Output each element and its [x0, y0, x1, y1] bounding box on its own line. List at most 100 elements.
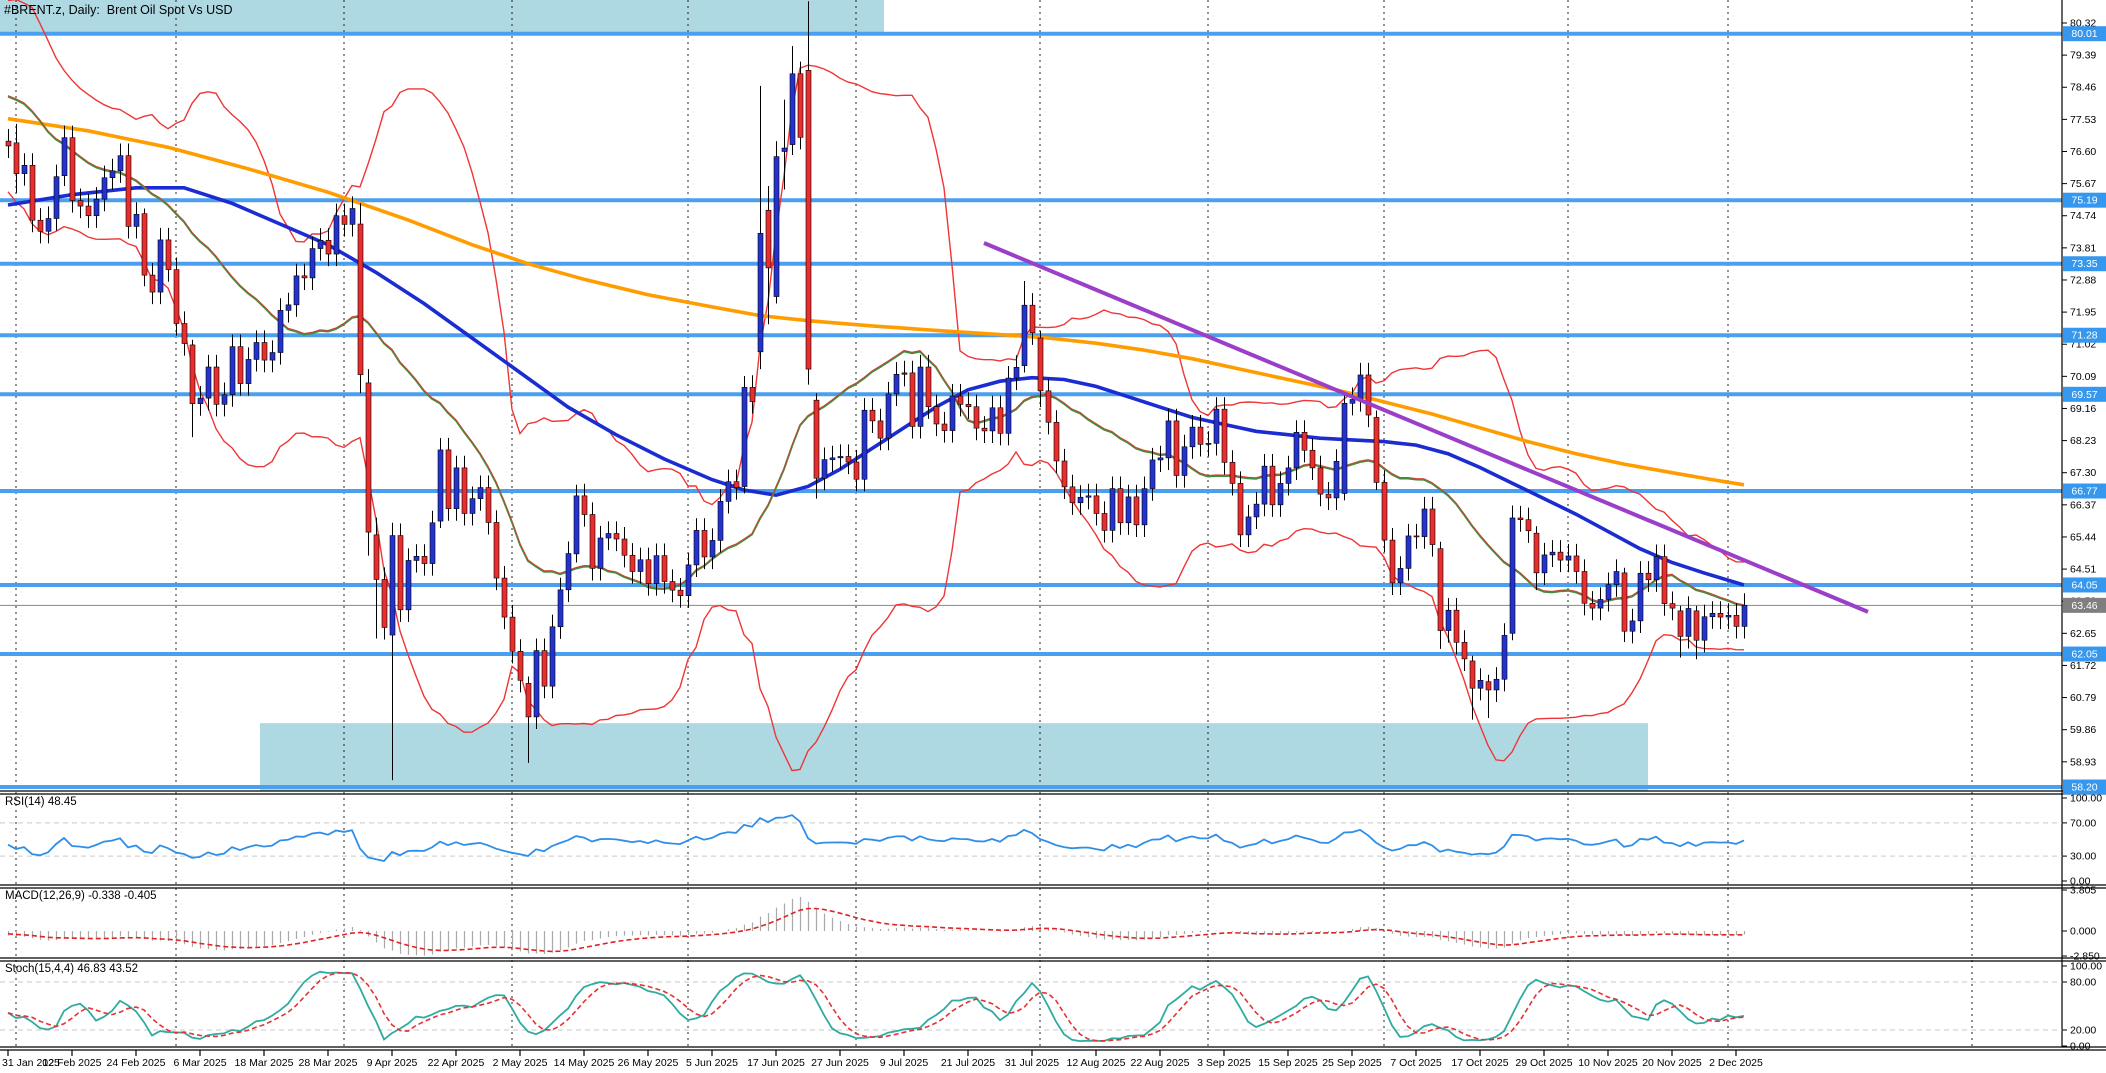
svg-text:7 Oct 2025: 7 Oct 2025: [1390, 1057, 1442, 1069]
svg-text:22 Aug 2025: 22 Aug 2025: [1131, 1057, 1190, 1069]
svg-text:15 Sep 2025: 15 Sep 2025: [1258, 1057, 1318, 1069]
svg-text:0.000: 0.000: [2070, 926, 2096, 938]
svg-text:80.00: 80.00: [2070, 977, 2096, 989]
month-separators: [15, 0, 1973, 1047]
svg-text:77.53: 77.53: [2070, 114, 2096, 126]
svg-text:21 Jul 2025: 21 Jul 2025: [941, 1057, 995, 1069]
svg-text:27 Jun 2025: 27 Jun 2025: [811, 1057, 869, 1069]
svg-text:5 Jun 2025: 5 Jun 2025: [686, 1057, 738, 1069]
candles-series: [5, 1, 1748, 781]
stoch-indicator-value: 46.83 43.52: [77, 963, 139, 975]
time-axis[interactable]: [0, 1047, 2106, 1073]
svg-text:64.05: 64.05: [2071, 579, 2097, 591]
svg-text:17 Oct 2025: 17 Oct 2025: [1451, 1057, 1508, 1069]
svg-text:75.19: 75.19: [2071, 195, 2097, 207]
svg-text:30.00: 30.00: [2070, 851, 2096, 863]
svg-text:6 Mar 2025: 6 Mar 2025: [173, 1057, 226, 1069]
svg-text:10 Nov 2025: 10 Nov 2025: [1578, 1057, 1638, 1069]
svg-text:70.00: 70.00: [2070, 817, 2096, 829]
panel-frames: [0, 0, 2106, 1051]
trendline[interactable]: [983, 241, 1869, 614]
stoch-d-line: [7, 971, 1745, 1042]
svg-text:12 Aug 2025: 12 Aug 2025: [1067, 1057, 1126, 1069]
ma-olive-green-line: [7, 95, 1745, 607]
highlight-zones: [0, 0, 1648, 791]
svg-text:28 Mar 2025: 28 Mar 2025: [299, 1057, 358, 1069]
svg-text:26 May 2025: 26 May 2025: [618, 1057, 679, 1069]
svg-text:63.46: 63.46: [2071, 600, 2097, 612]
svg-text:66.77: 66.77: [2071, 486, 2097, 498]
svg-text:73.81: 73.81: [2070, 242, 2096, 254]
rsi-indicator-value: 48.45: [47, 796, 77, 808]
svg-text:3.805: 3.805: [2070, 885, 2096, 897]
svg-text:20 Nov 2025: 20 Nov 2025: [1642, 1057, 1702, 1069]
svg-text:69.57: 69.57: [2071, 389, 2097, 401]
svg-text:72.88: 72.88: [2070, 274, 2096, 286]
rsi-panel: [0, 822, 2062, 857]
svg-text:100.00: 100.00: [2070, 961, 2102, 973]
svg-text:0.00: 0.00: [2070, 1041, 2091, 1053]
svg-text:0.00: 0.00: [2070, 876, 2091, 888]
svg-text:29 Oct 2025: 29 Oct 2025: [1515, 1057, 1572, 1069]
ma-olive-red-line: [7, 95, 1745, 606]
svg-text:22 Apr 2025: 22 Apr 2025: [428, 1057, 485, 1069]
stoch-indicator-name: Stoch(15,4,4): [5, 963, 75, 975]
svg-text:79.39: 79.39: [2070, 50, 2096, 62]
svg-text:71.95: 71.95: [2070, 307, 2096, 319]
svg-text:20.00: 20.00: [2070, 1025, 2096, 1037]
svg-text:78.46: 78.46: [2070, 82, 2096, 94]
svg-text:70.09: 70.09: [2070, 371, 2096, 383]
svg-text:58.93: 58.93: [2070, 756, 2096, 768]
svg-text:31 Jul 2025: 31 Jul 2025: [1005, 1057, 1059, 1069]
svg-text:75.67: 75.67: [2070, 178, 2096, 190]
chart-title: #BRENT.z, Daily: Brent Oil Spot Vs USD: [4, 3, 233, 17]
ma-orange-line: [7, 116, 1745, 487]
svg-text:58.20: 58.20: [2071, 782, 2097, 794]
svg-text:76.60: 76.60: [2070, 146, 2096, 158]
support-resistance-lines[interactable]: [0, 31, 2062, 790]
macd-signal-line: [7, 907, 1745, 953]
svg-text:31 Jan 2025: 31 Jan 2025: [2, 1057, 60, 1069]
svg-text:67.30: 67.30: [2070, 467, 2096, 479]
svg-text:2 Dec 2025: 2 Dec 2025: [1709, 1057, 1763, 1069]
svg-text:69.16: 69.16: [2070, 403, 2096, 415]
stoch-panel: [0, 981, 2062, 1031]
svg-text:62.05: 62.05: [2071, 649, 2097, 661]
svg-text:71.28: 71.28: [2071, 330, 2097, 342]
svg-text:73.35: 73.35: [2071, 258, 2097, 270]
bollinger-lower-line: [7, 191, 1745, 772]
svg-text:64.51: 64.51: [2070, 564, 2096, 576]
svg-text:80.01: 80.01: [2071, 28, 2097, 40]
svg-text:65.44: 65.44: [2070, 531, 2096, 543]
macd-indicator-value: -0.338 -0.405: [88, 890, 157, 902]
svg-text:2 May 2025: 2 May 2025: [493, 1057, 548, 1069]
rsi-indicator-name: RSI(14): [5, 796, 45, 808]
ma-blue-line: [7, 186, 1745, 587]
price-axis-labels: 80.3279.3978.4677.5376.6075.6774.7473.81…: [2062, 18, 2106, 1053]
rsi-line: [7, 814, 1745, 862]
svg-text:24 Feb 2025: 24 Feb 2025: [107, 1057, 166, 1069]
svg-text:60.79: 60.79: [2070, 692, 2096, 704]
svg-text:100.00: 100.00: [2070, 793, 2102, 805]
svg-text:14 May 2025: 14 May 2025: [554, 1057, 615, 1069]
stoch-label: Stoch(15,4,4) 46.83 43.52: [5, 963, 138, 975]
macd-label: MACD(12,26,9) -0.338 -0.405: [5, 890, 157, 902]
svg-text:12 Feb 2025: 12 Feb 2025: [43, 1057, 102, 1069]
stoch-k-line: [7, 970, 1745, 1043]
svg-text:3 Sep 2025: 3 Sep 2025: [1197, 1057, 1251, 1069]
svg-text:25 Sep 2025: 25 Sep 2025: [1322, 1057, 1382, 1069]
price-axis[interactable]: [2062, 0, 2106, 1047]
svg-text:74.74: 74.74: [2070, 210, 2096, 222]
svg-text:66.37: 66.37: [2070, 499, 2096, 511]
svg-text:59.86: 59.86: [2070, 724, 2096, 736]
svg-text:9 Apr 2025: 9 Apr 2025: [367, 1057, 418, 1069]
svg-text:62.65: 62.65: [2070, 628, 2096, 640]
svg-text:-2.850: -2.850: [2070, 951, 2100, 963]
svg-text:17 Jun 2025: 17 Jun 2025: [747, 1057, 805, 1069]
svg-text:61.72: 61.72: [2070, 660, 2096, 672]
macd-panel: [7, 897, 1746, 956]
macd-indicator-name: MACD(12,26,9): [5, 890, 85, 902]
